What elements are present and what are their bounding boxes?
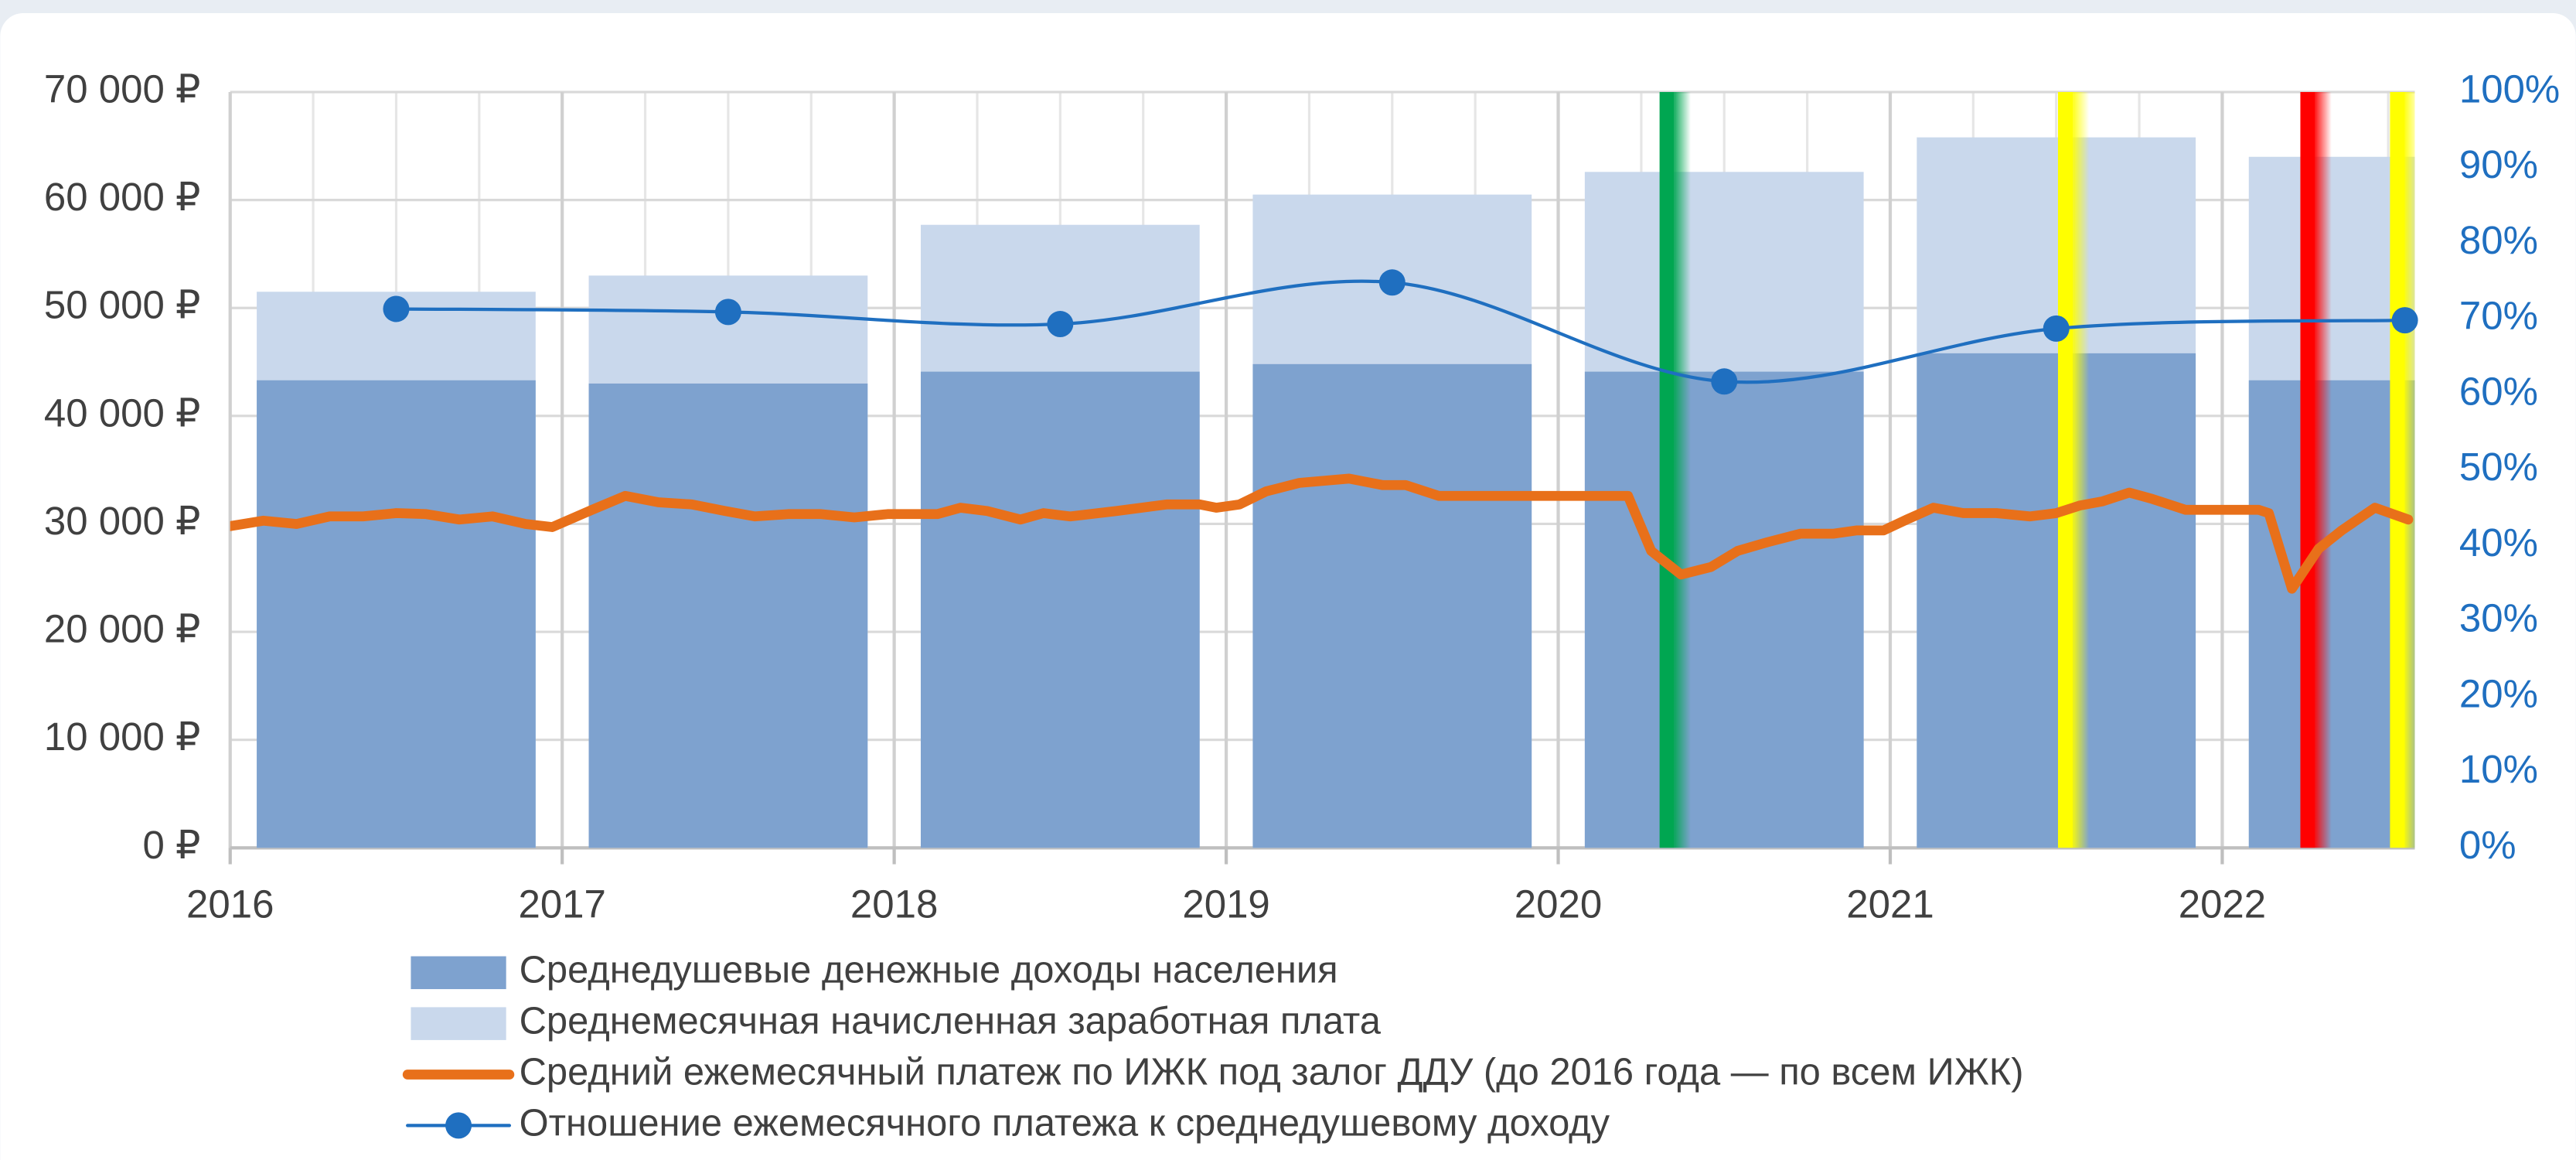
point <box>2391 307 2418 334</box>
y-tick-label: 60 000 ₽ <box>44 175 201 219</box>
y2-tick-label: 10% <box>2459 747 2538 791</box>
legend-label: Отношение ежемесячного платежа к среднед… <box>520 1102 1610 1144</box>
legend-swatch <box>411 1007 506 1040</box>
y2-tick-label: 50% <box>2459 445 2538 489</box>
y-tick-label: 30 000 ₽ <box>44 499 201 543</box>
bar <box>1252 363 1532 848</box>
y-tick-label: 10 000 ₽ <box>44 715 201 759</box>
x-tick-label: 2022 <box>2179 882 2266 926</box>
x-tick-label: 2021 <box>1846 882 1934 926</box>
vertical-marker <box>2057 91 2073 848</box>
plot <box>230 91 2415 848</box>
legend-label: Среднедушевые денежные доходы населения <box>520 950 1338 991</box>
legend-label: Средний ежемесячный платеж по ИЖК под за… <box>520 1051 2024 1093</box>
marker-glow <box>2073 91 2090 848</box>
y2-tick-label: 70% <box>2459 294 2538 338</box>
point <box>714 299 741 326</box>
point <box>2043 315 2070 342</box>
x-tick-label: 2020 <box>1515 882 1602 926</box>
bar <box>920 371 1200 848</box>
vertical-marker <box>2300 91 2315 848</box>
x-tick-label: 2016 <box>186 882 274 926</box>
legend-swatch <box>411 956 506 990</box>
y-tick-label: 20 000 ₽ <box>44 607 201 651</box>
y2-tick-label: 80% <box>2459 218 2538 262</box>
point <box>1711 368 1738 395</box>
y2-tick-label: 0% <box>2459 823 2516 867</box>
y-tick-label: 0 ₽ <box>143 823 201 867</box>
point <box>1047 311 1074 338</box>
y2-tick-label: 40% <box>2459 520 2538 565</box>
x-tick-label: 2017 <box>518 882 605 926</box>
marker-glow <box>1674 91 1691 848</box>
bar <box>1917 353 2196 848</box>
y2-tick-label: 60% <box>2459 369 2538 413</box>
y-tick-label: 50 000 ₽ <box>44 283 201 327</box>
bar <box>2248 380 2415 848</box>
point <box>383 295 410 322</box>
y-tick-label: 70 000 ₽ <box>44 67 201 111</box>
bar <box>588 383 868 848</box>
bar <box>1584 371 1864 848</box>
x-tick-label: 2018 <box>850 882 938 926</box>
y-tick-label: 40 000 ₽ <box>44 391 201 435</box>
vertical-marker <box>1659 91 1675 848</box>
vertical-marker <box>2390 91 2405 848</box>
x-tick-label: 2019 <box>1182 882 1269 926</box>
y2-tick-label: 100% <box>2459 67 2560 111</box>
legend-label: Среднемесячная начисленная заработная пл… <box>520 1001 1382 1042</box>
y2-tick-label: 20% <box>2459 671 2538 715</box>
line <box>230 473 2414 594</box>
marker-glow <box>2404 91 2415 848</box>
marker-glow <box>2315 91 2332 848</box>
y2-tick-label: 90% <box>2459 142 2538 186</box>
labels: 0 ₽ 10 000 ₽ 20 000 ₽ 30 000 ₽ 40 000 ₽ 50 00… <box>44 67 2560 1144</box>
y2-tick-label: 30% <box>2459 596 2538 640</box>
bar <box>257 380 536 848</box>
point <box>1378 269 1406 296</box>
legend-marker <box>445 1112 472 1139</box>
